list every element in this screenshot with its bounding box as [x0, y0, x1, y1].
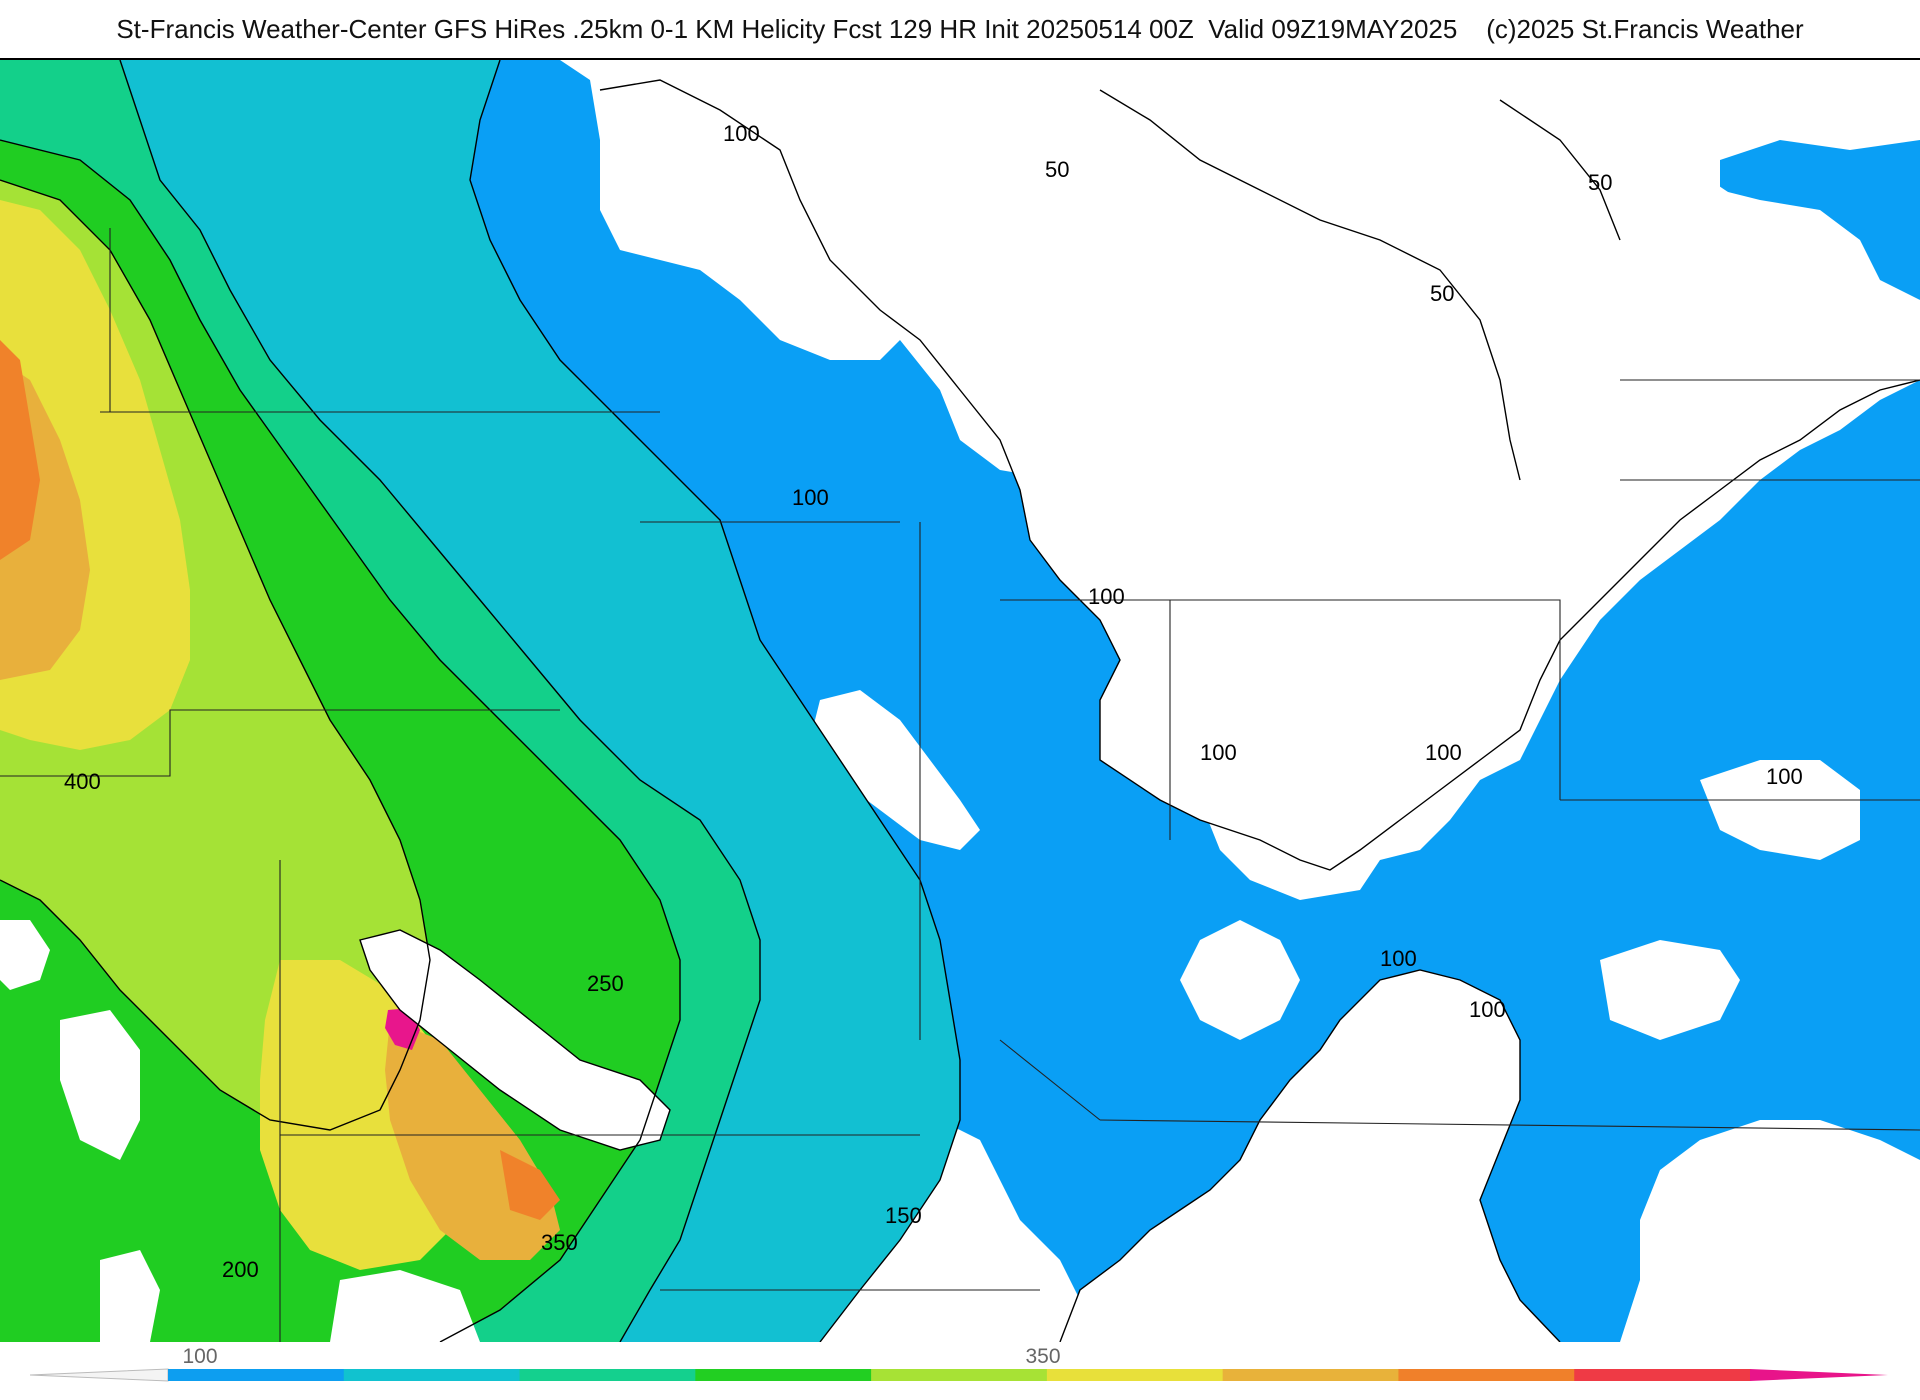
contour-label: 350 [541, 1230, 578, 1255]
colorbar-segment [519, 1369, 696, 1381]
helicity-map: 100 50 50 50 100 100 100 100 100 100 100… [0, 58, 1920, 1342]
colorbar-segment [1574, 1369, 1751, 1381]
contour-label: 100 [1088, 584, 1125, 609]
helicity-white-il [810, 690, 980, 850]
contour-label-group: 100 50 50 50 100 100 100 100 100 100 100… [64, 121, 1803, 1282]
contour-label: 150 [885, 1203, 922, 1228]
helicity-white-se2 [1620, 1120, 1920, 1342]
contour-label: 400 [64, 769, 101, 794]
helicity-white-nc [1600, 940, 1740, 1040]
contour-label: 50 [1430, 281, 1454, 306]
contour-label: 100 [1766, 764, 1803, 789]
map-title: St-Francis Weather-Center GFS HiRes .25k… [116, 14, 1804, 44]
contour-label: 100 [1425, 740, 1462, 765]
contour-label: 50 [1588, 170, 1612, 195]
colorbar: 100 350 [29, 1345, 1890, 1395]
colorbar-tick-label: 100 [182, 1345, 217, 1368]
colorbar-segment [695, 1369, 872, 1381]
contour-label: 250 [587, 971, 624, 996]
colorbar-svg: 100 350 [29, 1345, 1888, 1382]
helicity-fill-orange [0, 340, 40, 560]
helicity-white-ky [1180, 920, 1300, 1040]
contour-label: 100 [723, 121, 760, 146]
colorbar-segment [1046, 1369, 1224, 1381]
colorbar-segment [1222, 1369, 1399, 1381]
colorbar-high-tip [1750, 1369, 1888, 1381]
helicity-fill-orange-2 [500, 1150, 560, 1220]
contour-label: 50 [1045, 157, 1069, 182]
helicity-fill-blue-ne [1720, 140, 1920, 300]
contour-label: 100 [1200, 740, 1237, 765]
colorbar-tick-label: 350 [1025, 1345, 1060, 1368]
colorbar-low-tip [29, 1368, 169, 1382]
helicity-white-sw2 [100, 1250, 160, 1342]
helicity-white-tx [0, 920, 50, 990]
contour-label: 100 [792, 485, 829, 510]
helicity-white-southeast [1060, 970, 1560, 1342]
helicity-white-sw [330, 1270, 480, 1342]
contour-label: 100 [1469, 997, 1506, 1022]
map-canvas: 100 50 50 50 100 100 100 100 100 100 100… [0, 60, 1920, 1342]
colorbar-segment [168, 1369, 345, 1381]
helicity-white-michigan [600, 110, 900, 360]
colorbar-segment [871, 1369, 1048, 1381]
colorbar-segment [343, 1369, 521, 1381]
helicity-white-ok [360, 930, 670, 1150]
helicity-white-great-lakes [600, 60, 1920, 870]
contour-lines [0, 60, 1920, 1342]
helicity-white-va [1700, 760, 1860, 860]
colorbar-segments [29, 1368, 1888, 1382]
colorbar-segment [1398, 1369, 1575, 1381]
state-boundaries [0, 228, 1920, 1342]
helicity-white-tx2 [60, 1010, 140, 1160]
contour-label: 200 [222, 1257, 259, 1282]
contour-label: 100 [1380, 946, 1417, 971]
